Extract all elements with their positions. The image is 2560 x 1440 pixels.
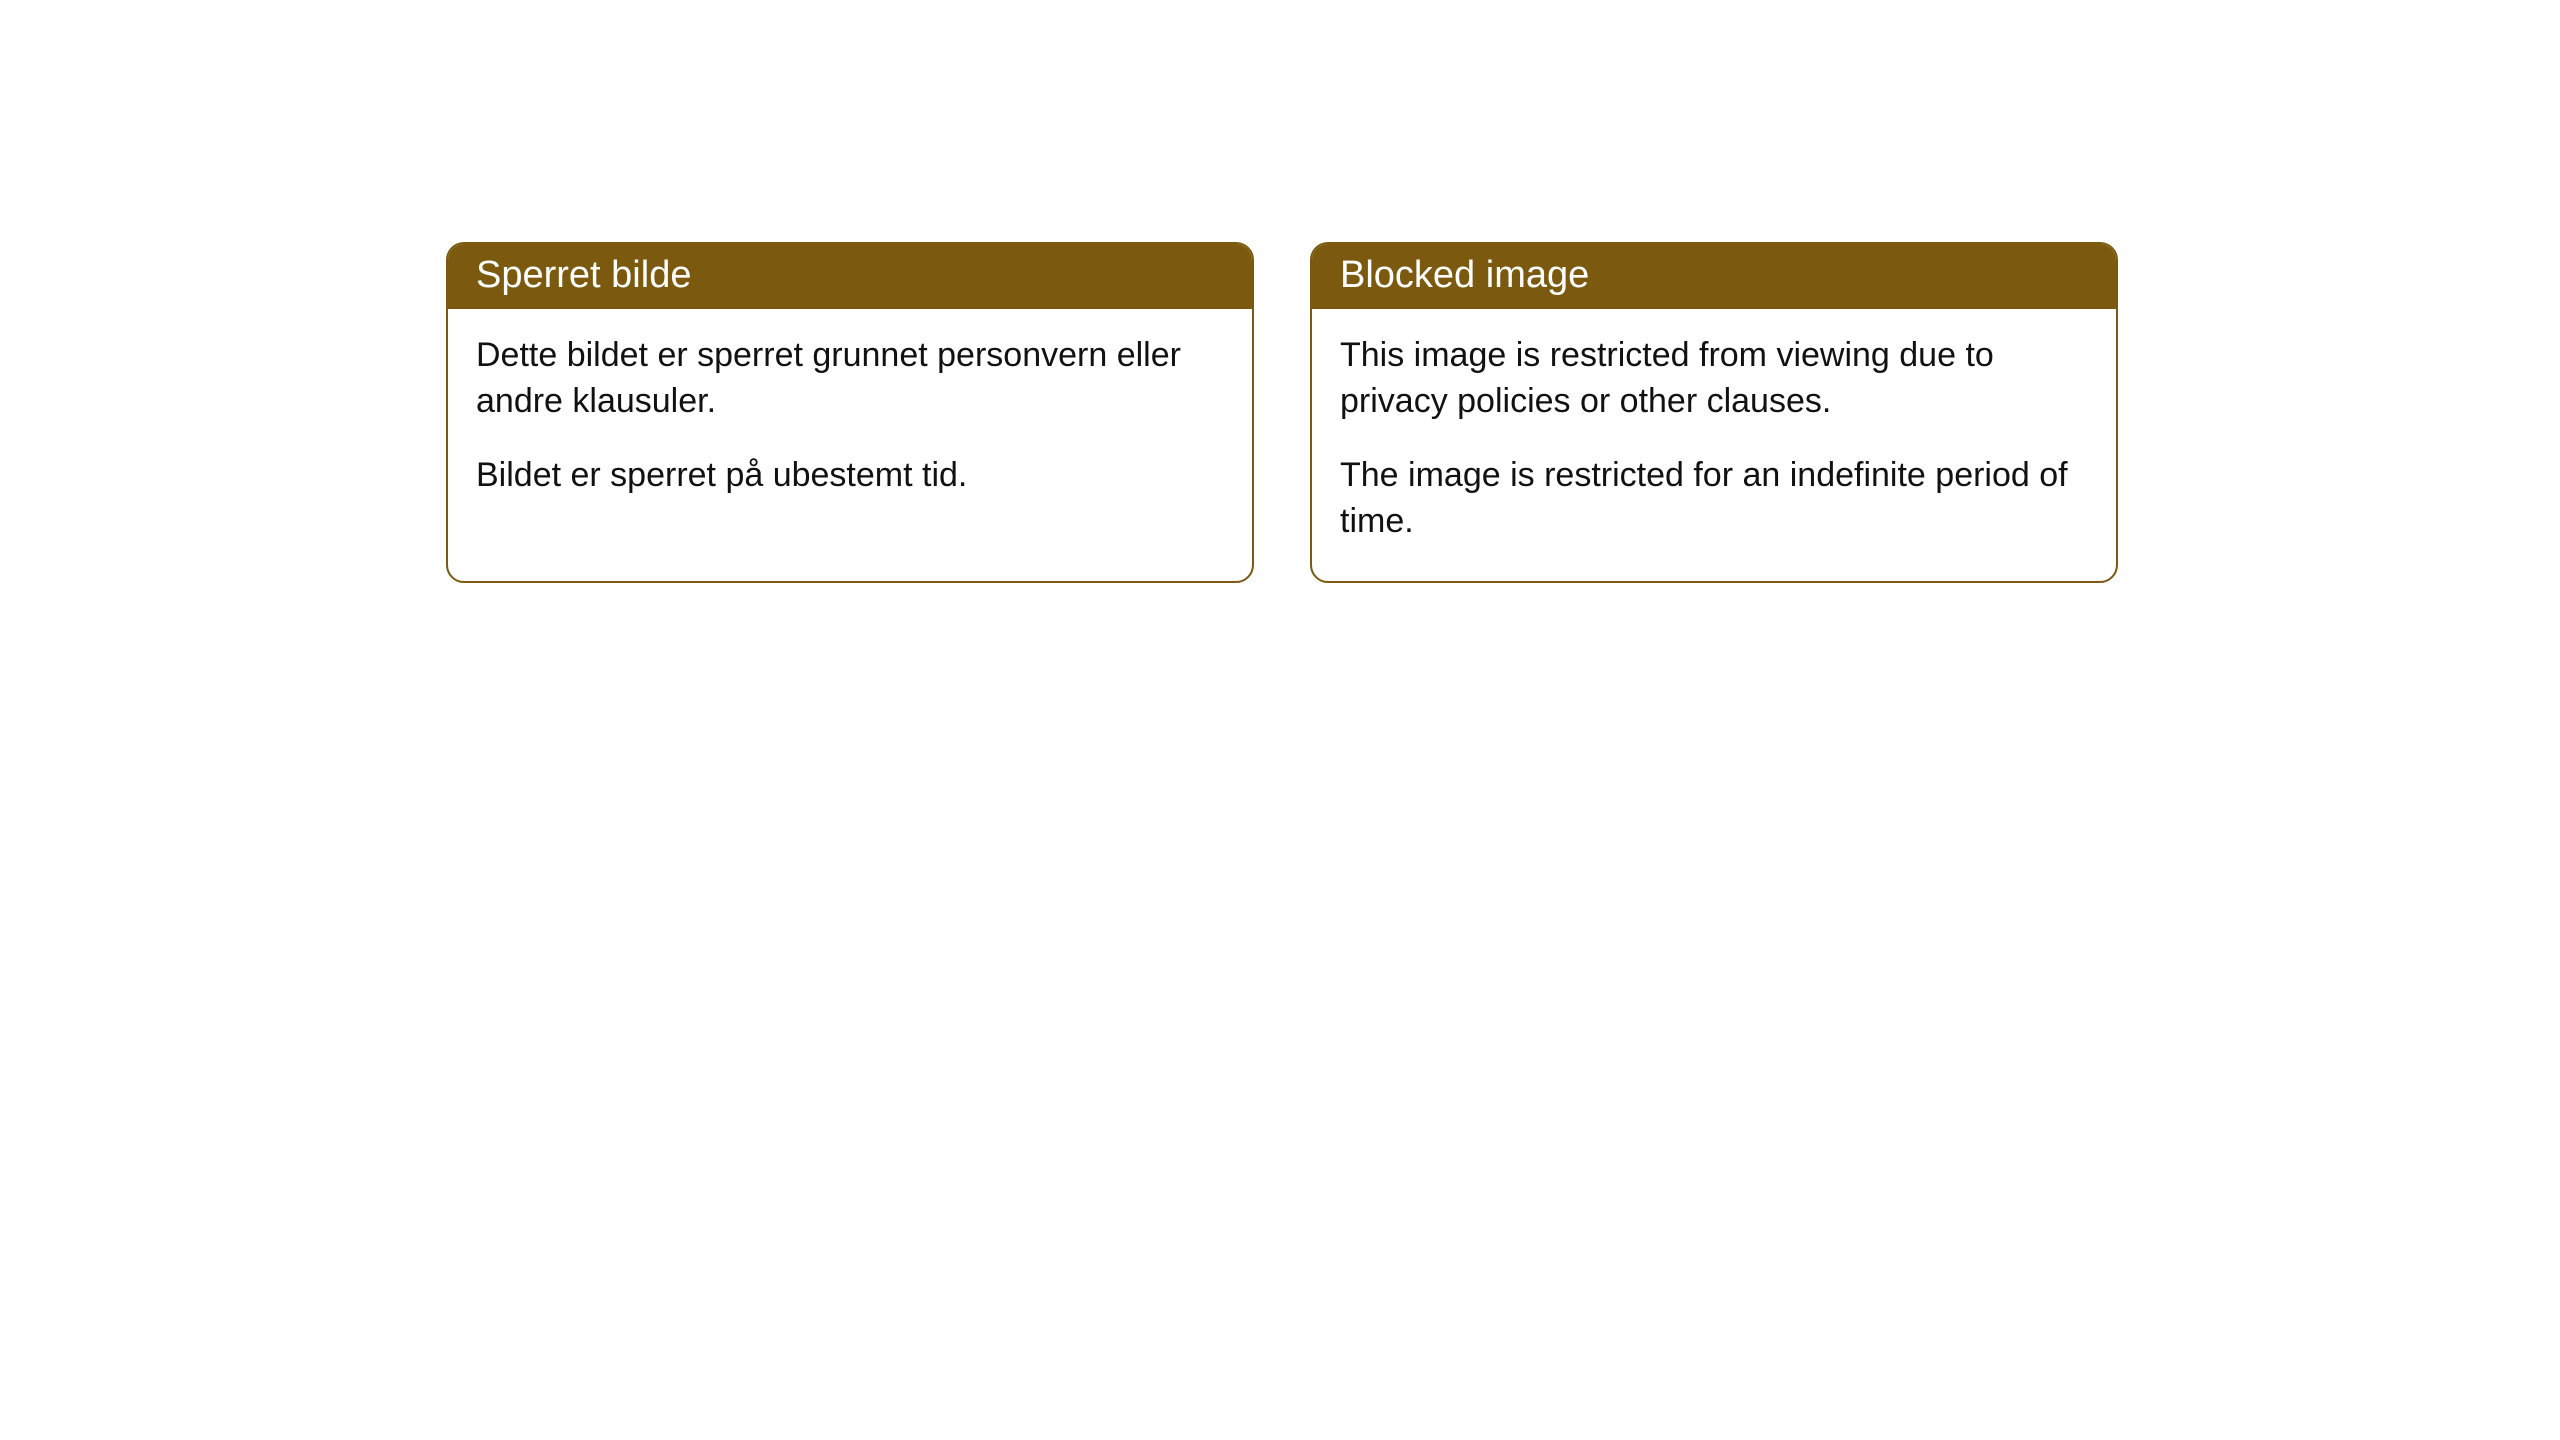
blocked-image-card-norwegian: Sperret bilde Dette bildet er sperret gr…	[446, 242, 1254, 583]
card-paragraph: Bildet er sperret på ubestemt tid.	[476, 453, 1224, 499]
blocked-image-card-english: Blocked image This image is restricted f…	[1310, 242, 2118, 583]
card-title: Blocked image	[1340, 254, 1589, 296]
card-header: Blocked image	[1312, 244, 2116, 309]
card-body: Dette bildet er sperret grunnet personve…	[448, 309, 1252, 535]
card-paragraph: The image is restricted for an indefinit…	[1340, 453, 2088, 545]
card-title: Sperret bilde	[476, 254, 691, 296]
card-header: Sperret bilde	[448, 244, 1252, 309]
card-paragraph: Dette bildet er sperret grunnet personve…	[476, 333, 1224, 425]
card-paragraph: This image is restricted from viewing du…	[1340, 333, 2088, 425]
notice-cards-container: Sperret bilde Dette bildet er sperret gr…	[446, 242, 2118, 583]
card-body: This image is restricted from viewing du…	[1312, 309, 2116, 581]
